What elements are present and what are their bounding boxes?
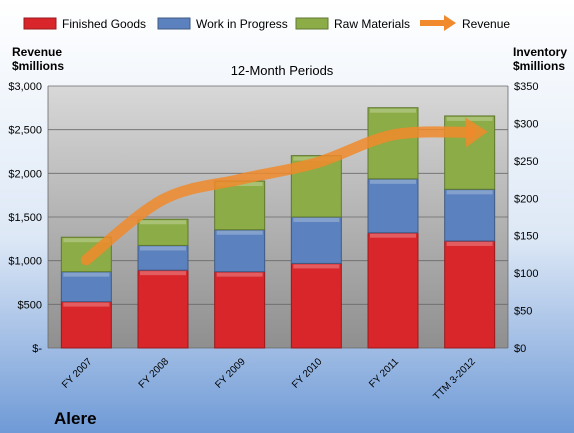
legend-label: Finished Goods: [62, 17, 146, 31]
bar-finished-goods: [137, 269, 189, 349]
left-tick-label: $2,000: [8, 168, 42, 180]
bar-work-in-progress: [290, 216, 342, 264]
left-axis-label-line1: Revenue: [12, 45, 62, 59]
legend-label: Work in Progress: [196, 17, 288, 31]
bar-highlight: [140, 246, 186, 251]
bar-highlight: [446, 116, 493, 121]
right-axis-label-line1: Inventory: [513, 45, 567, 59]
legend-swatch: [295, 17, 329, 30]
legend-swatch: [23, 17, 57, 30]
left-tick-label: $2,500: [8, 125, 42, 137]
bar-finished-goods: [290, 262, 342, 349]
bar-highlight: [140, 271, 186, 276]
left-axis-label-line2: $millions: [12, 59, 64, 73]
revenue-arrowhead: [465, 117, 488, 148]
company-name: Alere: [54, 409, 97, 428]
bar-highlight: [293, 264, 340, 269]
legend-swatch: [157, 17, 191, 30]
bar-work-in-progress: [137, 244, 189, 271]
legend-arrowhead: [444, 15, 456, 31]
right-axis-label-line2: $millions: [513, 59, 565, 73]
right-tick-label: $300: [514, 118, 538, 130]
legend: Finished Goods Work in Progress Raw Materi…: [23, 15, 510, 31]
bar-highlight: [370, 108, 416, 113]
bar-work-in-progress: [60, 271, 112, 303]
bar-highlight: [446, 241, 493, 246]
bar-highlight: [216, 230, 263, 235]
right-tick-label: $250: [514, 156, 538, 168]
legend-label: Revenue: [462, 17, 510, 31]
right-tick-label: $100: [514, 268, 538, 280]
bar-highlight: [293, 218, 340, 222]
left-tick-label: $500: [18, 299, 42, 311]
right-tick-label: $150: [514, 231, 538, 243]
chart-subtitle: 12-Month Periods: [231, 63, 334, 78]
left-tick-label: $1,500: [8, 212, 42, 224]
bar-highlight: [216, 272, 263, 277]
right-tick-label: $0: [514, 343, 526, 355]
bar-work-in-progress: [367, 178, 419, 234]
left-axis-ticks: $- $500 $1,000 $1,500 $2,000 $2,500 $3,000: [8, 81, 42, 355]
bar-highlight: [63, 302, 110, 307]
legend-label: Raw Materials: [334, 17, 410, 31]
revenue-line: [80, 117, 488, 266]
right-tick-label: $50: [514, 306, 532, 318]
gridlines: [47, 85, 509, 349]
right-axis-ticks: $0 $50 $100 $150 $200 $250 $300 $350: [514, 81, 538, 355]
bar-work-in-progress: [214, 229, 266, 273]
bar-finished-goods: [444, 240, 496, 349]
right-tick-label: $350: [514, 81, 538, 93]
bar-finished-goods: [60, 301, 112, 349]
bar-work-in-progress: [444, 188, 496, 242]
bars: [60, 107, 496, 349]
right-tick-label: $200: [514, 193, 538, 205]
bar-highlight: [370, 233, 416, 238]
left-tick-label: $1,000: [8, 256, 42, 268]
bar-finished-goods: [214, 271, 266, 349]
bar-finished-goods: [367, 232, 419, 349]
revenue-line-path: [80, 126, 476, 266]
bar-highlight: [140, 220, 186, 225]
bar-raw-materials: [137, 218, 189, 246]
left-tick-label: $3,000: [8, 81, 42, 93]
bar-highlight: [63, 238, 110, 243]
bar-highlight: [63, 272, 110, 277]
bar-highlight: [446, 190, 493, 195]
left-tick-label: $-: [32, 343, 42, 355]
bar-highlight: [370, 179, 416, 184]
